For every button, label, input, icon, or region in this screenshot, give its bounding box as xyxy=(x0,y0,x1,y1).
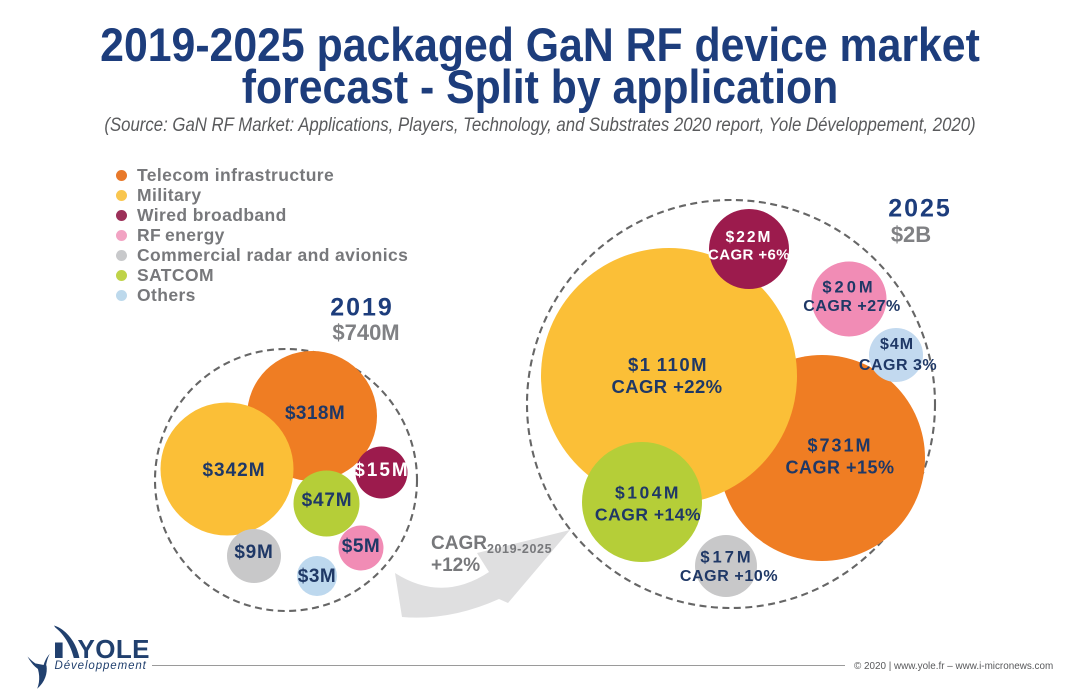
svg-text:YOLE: YOLE xyxy=(78,634,150,664)
svg-text:Développement: Développement xyxy=(55,660,147,672)
